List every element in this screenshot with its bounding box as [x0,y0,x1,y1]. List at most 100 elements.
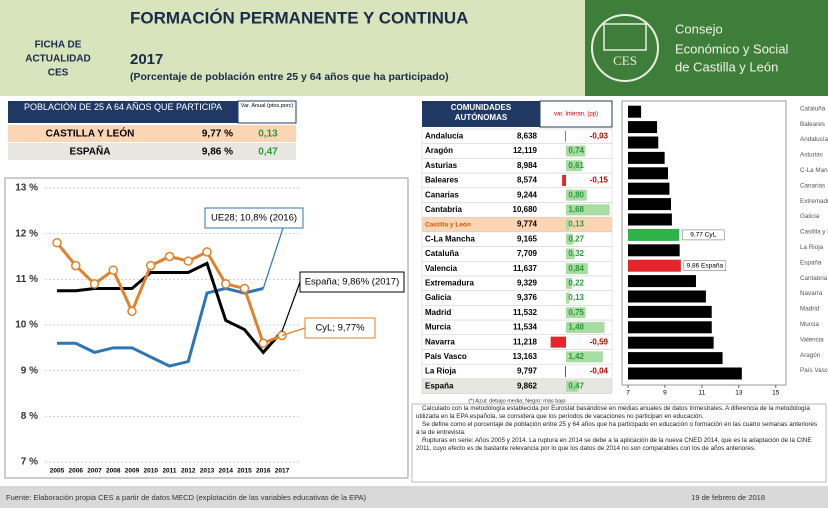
table-var: -0,03 [590,131,609,140]
bar [628,213,672,226]
annotation-box [299,271,405,293]
var-bar [566,189,587,201]
footer-source: Fuente: Elaboración propia CES a partir … [6,493,367,502]
bar [628,136,659,149]
table-name: Castilla y León [425,221,471,228]
x-tick-label: 2005 [50,468,65,475]
table-rate: 9,165 [517,234,538,243]
x-tick-label: 7 [626,390,630,397]
notes: Calculado con la metodología establecida… [416,405,822,454]
table-header [539,100,613,128]
x-tick-label: 2017 [275,468,290,475]
notes-frame [411,403,827,483]
point [89,279,100,289]
summary-cell: 9,86 % [202,147,233,158]
value-label-box [683,260,727,271]
subtitle: (Porcentaje de población entre 25 y 64 a… [130,71,449,83]
x-tick-label: 2013 [200,468,215,475]
x-tick-label: 9 [663,390,667,397]
series-line [57,286,264,368]
y-tick-label: Castilla y León [800,229,828,236]
x-tick-label: 11 [699,390,706,397]
y-tick-label: Baleares [800,121,825,128]
var-bar [566,307,586,319]
x-tick-label: 2011 [162,468,176,475]
table-rate: 11,532 [513,308,538,317]
table-var: 1,68 [568,205,584,214]
point [127,306,137,317]
table-name: Madrid [425,308,451,317]
y-tick-label: Galicia [800,213,820,220]
value-label: 9,86 España [687,262,724,269]
y-tick-label: Madrid [800,306,820,313]
table-var: 0,22 [568,278,584,287]
annotation-box [304,317,376,339]
table-var: 0,32 [568,249,584,258]
annotation: España; 9,86% (2017) [305,277,400,288]
var-bar [550,336,566,348]
y-tick-label: 10 % [15,320,38,331]
var-bar [566,160,582,172]
annotation: UE28; 10,8% (2016) [211,213,297,224]
x-tick-label: 2012 [181,468,196,475]
point [239,283,250,294]
bar [628,275,696,288]
table-name: C-La Mancha [425,234,475,243]
table-var: 1,48 [568,323,584,332]
bar [628,305,712,318]
summary-cell: ESPAÑA [70,145,111,158]
summary-var-header-text: Var. Anual (ptos.porc) [240,103,294,109]
table-var: 0,47 [568,381,584,390]
point [108,265,118,275]
x-tick-label: 2016 [256,468,271,475]
table-var: 0,13 [568,293,584,302]
var-bar [566,233,574,245]
y-tick-label: C-La Mancha [800,167,828,174]
value-label-box [681,229,725,241]
table-name: Murcia [425,323,451,332]
x-tick-label: 2008 [106,468,121,475]
table-var: -0,15 [590,176,609,185]
summary-cell: 0,47 [258,147,278,158]
summary-var-header [237,100,297,124]
summary-cell: CASTILLA Y LEÓN [46,127,135,140]
annotation-arrow [281,281,301,332]
bar-chart-frame [621,100,787,386]
y-tick-label: Cantabria [800,275,828,282]
annotation: CyL; 9,77% [315,323,365,334]
logo-text: CES [613,53,637,68]
bar [628,228,680,241]
x-tick-label: 15 [772,390,780,397]
table-name: Asturias [425,161,458,170]
bar [628,259,681,272]
point [183,256,193,266]
title: FORMACIÓN PERMANENTE Y CONTINUA [130,8,468,27]
table-header [422,101,540,127]
var-bar [566,204,610,216]
var-bar [566,263,588,275]
org-line: de Castilla y León [675,59,778,74]
var-bar [566,380,579,392]
summary-row [8,125,296,142]
table-var: 0,84 [568,264,584,273]
y-tick-label: La Rioja [800,244,824,251]
table-name: Aragón [425,146,453,155]
table-row [421,378,613,394]
var-bar [566,219,570,231]
table-rate: 12,119 [513,146,538,155]
var-bar [562,174,566,186]
table-header-text: COMUNIDADES AUTÓNOMAS [450,103,512,122]
y-tick-label: País Vasco [800,367,828,374]
table-rate: 9,244 [517,190,538,199]
table-rate: 10,680 [513,205,538,214]
annotation-arrow [281,327,306,337]
bar [628,105,642,118]
summary-row [8,143,296,160]
table-rate: 9,329 [517,278,538,287]
y-tick-label: Murcia [800,321,819,328]
point [52,238,62,248]
table-rate: 11,637 [513,264,538,273]
table-header-text: var. Interan. (pp) [554,112,598,118]
year: 2017 [130,51,163,68]
